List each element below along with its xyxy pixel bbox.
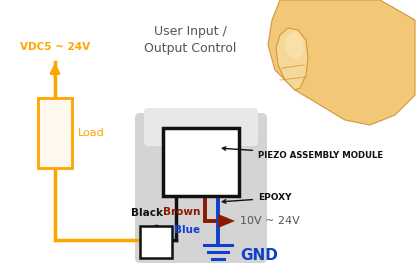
Text: EPOXY: EPOXY xyxy=(222,193,291,203)
Text: Load: Load xyxy=(78,128,105,138)
Bar xyxy=(38,98,72,168)
Polygon shape xyxy=(284,31,304,60)
Text: Blue: Blue xyxy=(174,225,200,235)
Text: PIEZO ASSEMBLY MODULE: PIEZO ASSEMBLY MODULE xyxy=(222,147,383,160)
Bar xyxy=(163,128,239,196)
Text: Black: Black xyxy=(131,208,163,218)
Polygon shape xyxy=(276,28,308,90)
Text: 10V ~ 24V: 10V ~ 24V xyxy=(240,216,300,226)
Text: GND: GND xyxy=(240,248,278,263)
Bar xyxy=(140,226,172,258)
FancyBboxPatch shape xyxy=(135,113,267,263)
Text: Brown: Brown xyxy=(163,207,200,217)
Text: VDC5 ~ 24V: VDC5 ~ 24V xyxy=(20,42,90,52)
Polygon shape xyxy=(268,0,415,125)
Text: User Input /
Output Control: User Input / Output Control xyxy=(144,25,236,55)
Polygon shape xyxy=(218,214,235,228)
FancyBboxPatch shape xyxy=(144,108,258,146)
